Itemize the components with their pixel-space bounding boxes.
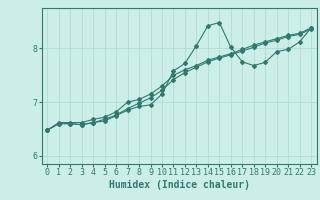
X-axis label: Humidex (Indice chaleur): Humidex (Indice chaleur): [109, 180, 250, 190]
